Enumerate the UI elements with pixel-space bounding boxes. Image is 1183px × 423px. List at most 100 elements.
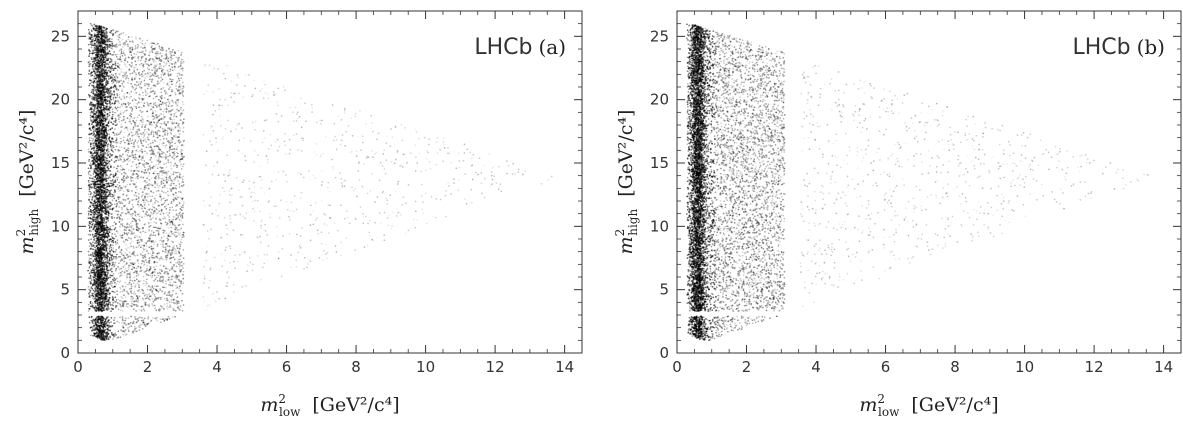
- data-point: [109, 90, 112, 93]
- data-point: [174, 309, 177, 312]
- data-point: [176, 302, 179, 304]
- data-point: [151, 248, 153, 250]
- data-point: [304, 102, 306, 105]
- data-point: [208, 140, 211, 142]
- data-point: [132, 198, 135, 201]
- data-point: [165, 178, 168, 181]
- data-point: [172, 78, 174, 81]
- data-point: [115, 257, 117, 260]
- data-point: [137, 140, 140, 142]
- data-point: [402, 196, 405, 199]
- data-point: [155, 299, 157, 302]
- data-point: [234, 267, 237, 270]
- data-point: [113, 221, 116, 224]
- data-point: [129, 120, 132, 123]
- data-point: [102, 26, 105, 28]
- data-point: [135, 92, 137, 94]
- data-point: [179, 158, 182, 161]
- data-point: [129, 118, 131, 120]
- data-point: [140, 80, 143, 83]
- data-point: [266, 161, 269, 164]
- data-point: [165, 144, 168, 147]
- data-point: [122, 175, 125, 178]
- data-point: [131, 153, 134, 155]
- data-point: [250, 195, 252, 198]
- data-point: [164, 199, 167, 202]
- data-point: [114, 203, 116, 206]
- data-point: [165, 208, 168, 210]
- data-point: [142, 157, 144, 159]
- data-point: [160, 46, 163, 48]
- data-point: [115, 55, 118, 58]
- data-point: [182, 262, 185, 265]
- data-point: [327, 232, 330, 234]
- data-point: [282, 170, 285, 173]
- data-point: [136, 81, 138, 83]
- data-point: [179, 207, 182, 210]
- data-point: [428, 138, 431, 141]
- data-point: [93, 86, 96, 89]
- data-point: [180, 238, 183, 241]
- data-point: [154, 155, 157, 157]
- data-point: [330, 158, 333, 161]
- data-point: [160, 97, 163, 100]
- data-point: [171, 206, 174, 209]
- data-point: [120, 189, 122, 192]
- data-point: [131, 46, 133, 49]
- data-point: [110, 30, 113, 32]
- data-point: [112, 257, 115, 260]
- data-point: [216, 161, 219, 164]
- data-point: [162, 212, 165, 215]
- data-point: [142, 118, 145, 121]
- data-point: [108, 99, 110, 102]
- data-point: [295, 259, 298, 262]
- data-point: [156, 172, 159, 175]
- data-point: [91, 25, 94, 27]
- data-point: [173, 179, 176, 182]
- data-point: [143, 223, 146, 226]
- data-point: [116, 302, 119, 304]
- data-point: [163, 303, 166, 306]
- data-point: [150, 121, 152, 124]
- data-point: [167, 214, 169, 216]
- data-point: [325, 253, 327, 255]
- data-point: [96, 263, 99, 266]
- data-point: [114, 148, 117, 151]
- data-point: [115, 137, 118, 139]
- data-point: [135, 267, 138, 270]
- data-point: [138, 205, 140, 208]
- data-point: [140, 148, 143, 151]
- data-point: [166, 308, 169, 310]
- data-point: [221, 265, 224, 267]
- data-point: [153, 69, 156, 71]
- data-point: [142, 230, 144, 233]
- data-point: [120, 215, 122, 217]
- data-point: [173, 196, 176, 199]
- data-point: [128, 212, 130, 215]
- data-point: [218, 108, 221, 111]
- data-point: [514, 173, 516, 176]
- data-point: [161, 71, 164, 74]
- data-point: [241, 286, 243, 288]
- data-point: [156, 227, 158, 229]
- data-point: [107, 167, 110, 170]
- data-point: [351, 134, 354, 137]
- data-point: [142, 94, 145, 97]
- data-point: [138, 215, 141, 218]
- data-point: [104, 156, 106, 158]
- data-point: [172, 309, 175, 311]
- data-point: [88, 257, 91, 260]
- data-point: [126, 163, 129, 166]
- data-point: [172, 307, 174, 310]
- data-point: [432, 215, 434, 218]
- data-point: [135, 223, 138, 226]
- data-point: [391, 225, 393, 227]
- data-point: [152, 247, 155, 250]
- data-point: [126, 249, 129, 252]
- data-point: [134, 158, 136, 161]
- data-point: [236, 124, 239, 126]
- data-point: [229, 169, 231, 172]
- data-point: [243, 179, 245, 182]
- data-point: [158, 103, 161, 106]
- data-point: [170, 301, 173, 304]
